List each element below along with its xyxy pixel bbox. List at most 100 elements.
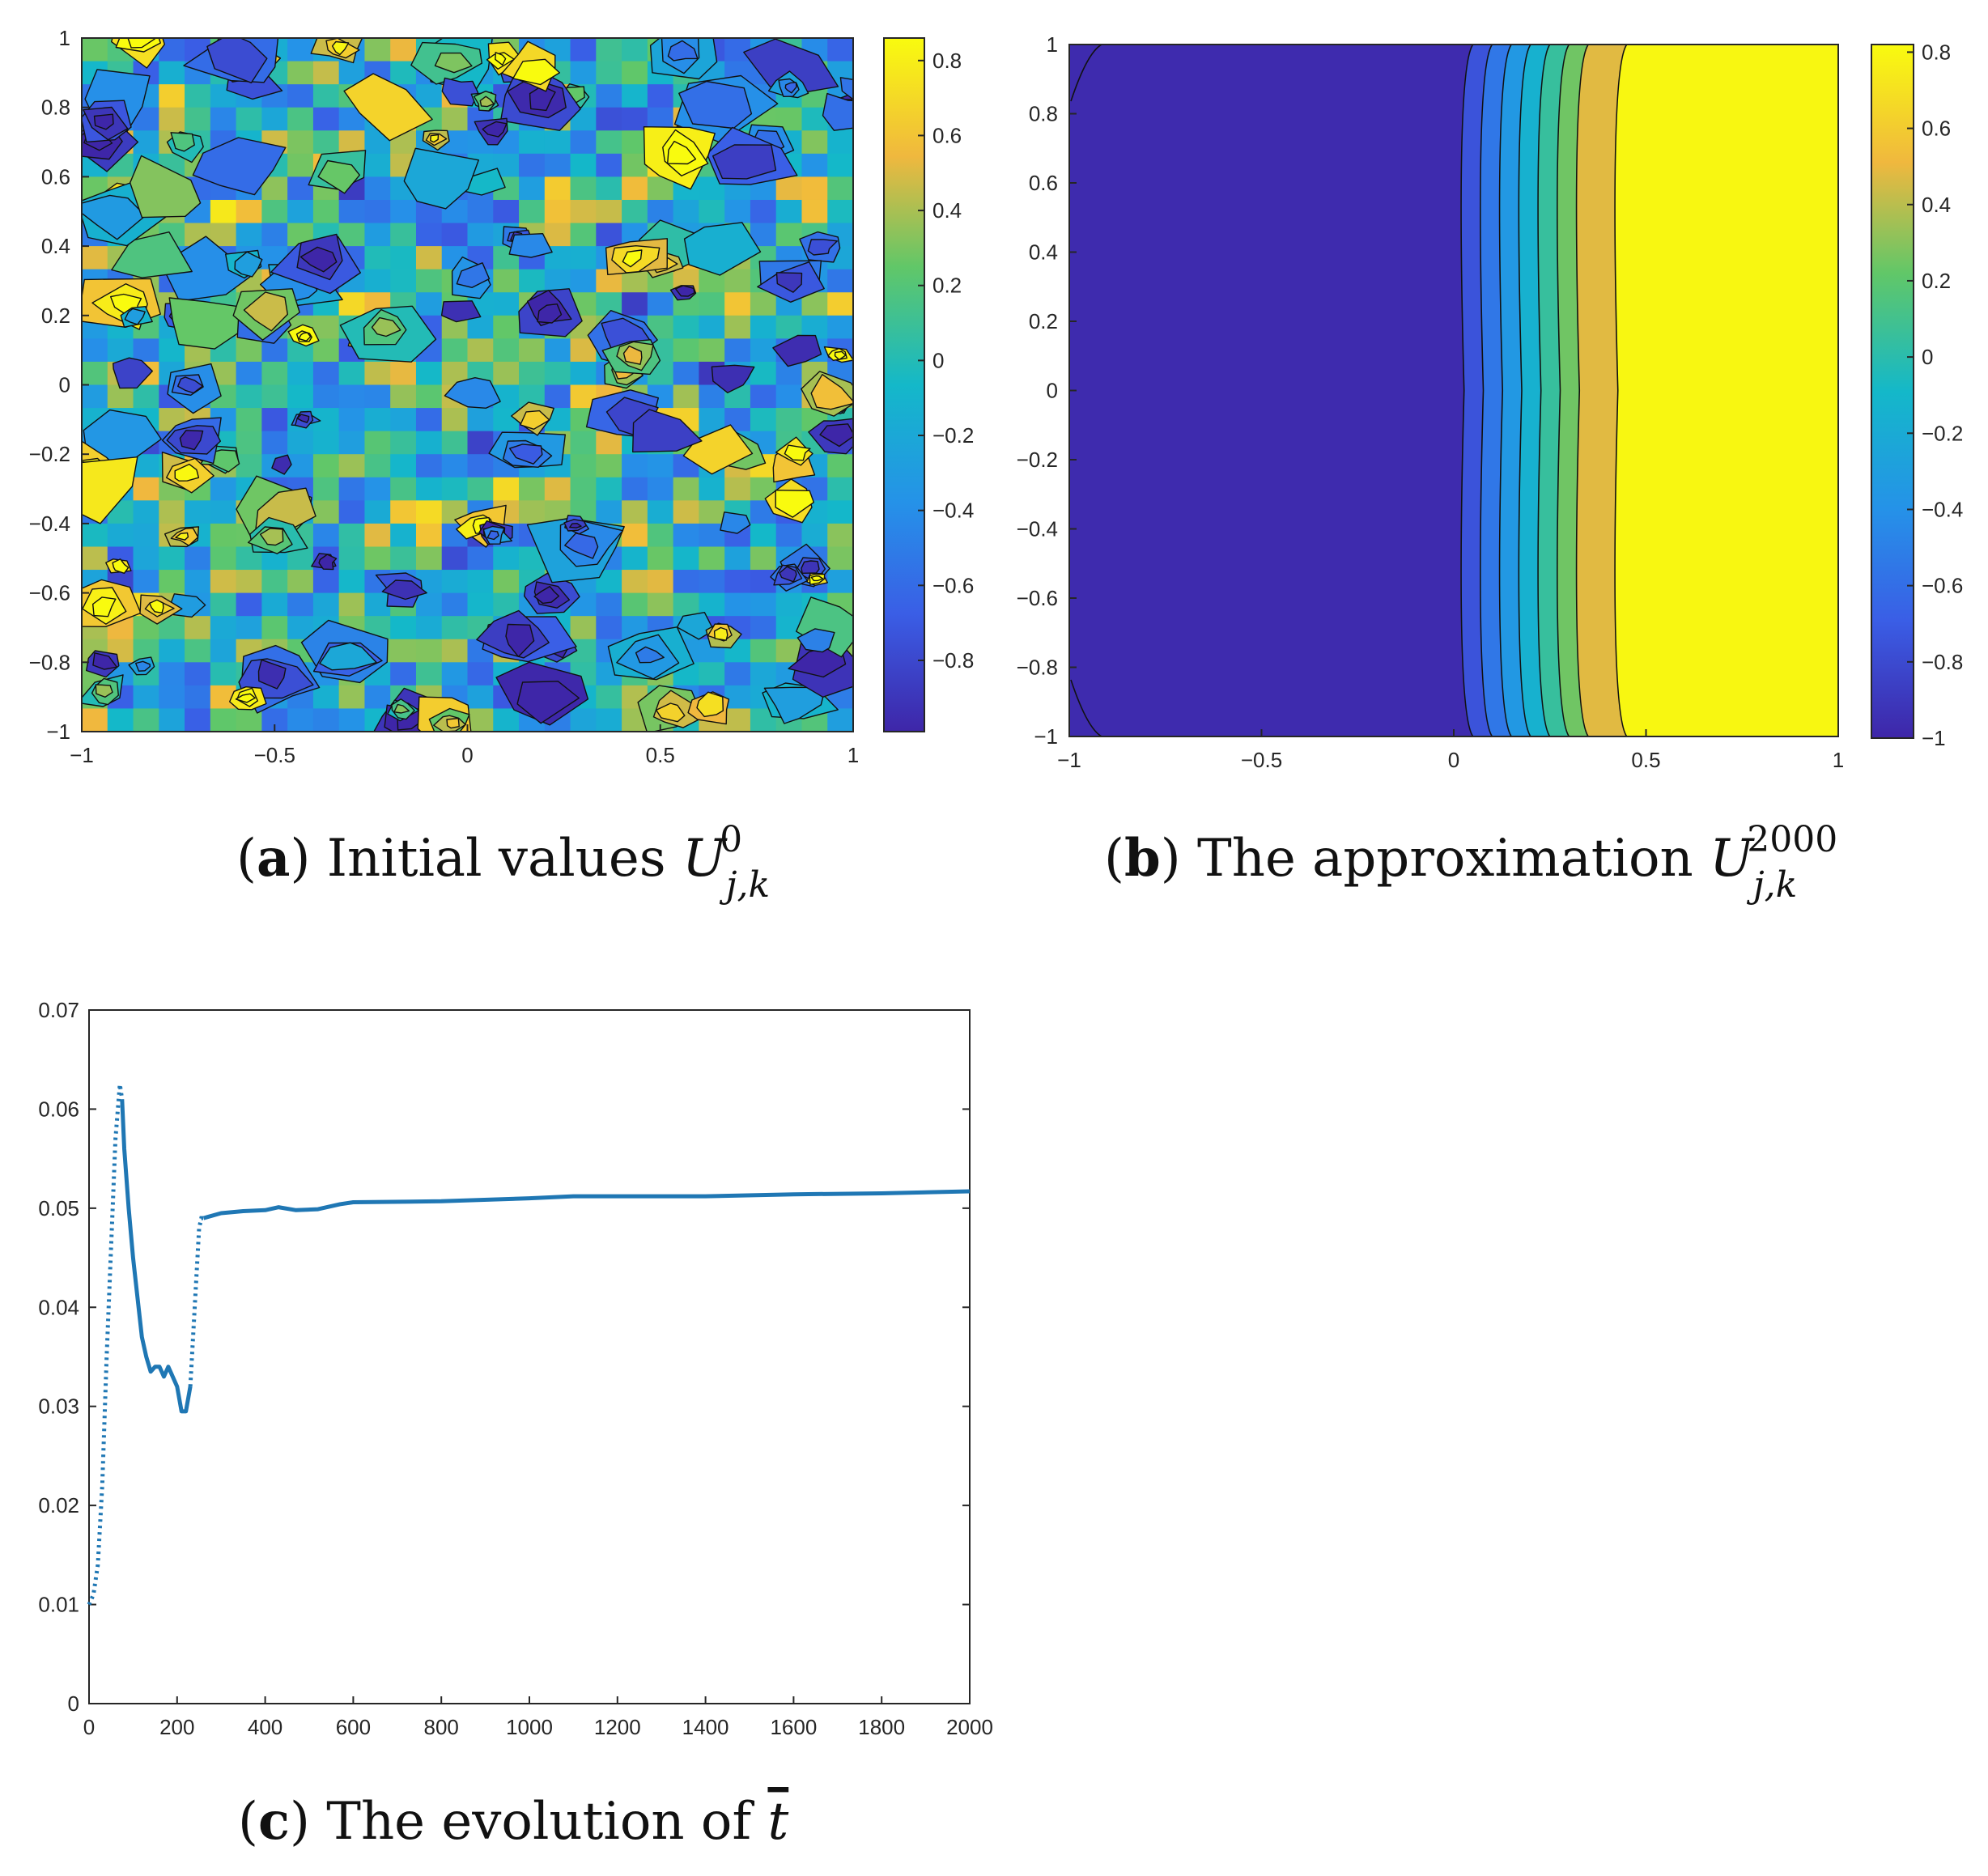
panel-a-cell: [493, 315, 520, 339]
panel-b-colorbar-tick-label: −0.2: [1922, 421, 1963, 445]
panel-a-cell: [133, 708, 159, 732]
panel-a-cell: [185, 570, 211, 594]
panel-a-contour-patch: [393, 703, 410, 714]
panel-a-cell: [827, 500, 854, 524]
panel-a-cell: [185, 708, 211, 732]
panel-a-cell: [159, 639, 185, 663]
panel-a-contour-patch: [331, 40, 350, 56]
panel-a-cell: [210, 107, 237, 131]
panel-a-colorbar-ticks: 0.8 0.6 0.4 0.2 0 −0.2 −0.4 −0.6 −0.8: [918, 49, 974, 673]
panel-a-contour-patch: [720, 511, 751, 534]
panel-a-cell: [724, 546, 751, 571]
panel-a-cell: [724, 38, 751, 62]
panel-a-cell: [415, 361, 443, 386]
panel-a-cell: [312, 523, 340, 548]
panel-a-cell: [699, 292, 725, 316]
panel-a-cell: [544, 477, 571, 501]
panel-a-contour-patch: [632, 409, 703, 453]
panel-a-cell: [827, 292, 854, 316]
panel-b-x-ticks: −1 −0.5 0 0.5 1: [1057, 729, 1844, 772]
panel-a-contour-patch: [711, 364, 755, 393]
panel-a-cell: [801, 130, 828, 155]
panel-a-cell: [596, 592, 622, 617]
panel-a-cell: [312, 338, 340, 363]
panel-a-cell: [390, 384, 417, 409]
panel-a-cell: [338, 546, 366, 571]
panel-a-contour-patch: [434, 52, 473, 74]
panel-a-cell: [673, 338, 699, 363]
panel-a-cell: [467, 662, 494, 686]
panel-a-contour-patch: [234, 251, 263, 278]
panel-a-cell: [312, 708, 340, 732]
panel-a-cell: [312, 592, 340, 617]
panel-a-cell: [338, 199, 366, 224]
panel-a-contour-patch: [271, 454, 292, 475]
panel-a-cell: [390, 408, 417, 432]
panel-a-cell: [441, 616, 469, 640]
panel-a-cell: [133, 384, 159, 409]
panel-a-contour-patch: [796, 596, 867, 658]
panel-a-cell: [364, 246, 391, 270]
panel-c-y-tick-label: 0.06: [38, 1097, 79, 1121]
panel-a-cell: [622, 477, 648, 501]
panel-c-y-tick-label: 0.01: [38, 1593, 79, 1617]
panel-a-cell: [312, 361, 340, 386]
panel-a-cell: [827, 38, 854, 62]
panel-a-cell: [570, 153, 597, 177]
panel-a-cell: [493, 408, 520, 432]
panel-a-cell: [519, 269, 546, 293]
panel-a-cell: [570, 454, 597, 478]
panel-a-cell: [415, 662, 443, 686]
panel-a-cell: [390, 199, 417, 224]
panel-a-cell: [673, 384, 699, 409]
panel-a-cell: [441, 338, 469, 363]
panel-a-cell: [467, 570, 494, 594]
panel-a-cell: [159, 685, 185, 710]
panel-a-cell: [338, 292, 366, 316]
panel-a-cell: [210, 199, 237, 224]
panel-a-cell: [364, 38, 391, 62]
panel-c-x-tick-label: 1200: [594, 1715, 641, 1739]
panel-b-x-tick-label: 0.5: [1631, 748, 1660, 772]
panel-a-cell: [493, 338, 520, 363]
panel-a-cell: [312, 477, 340, 501]
panel-a-y-tick-label: 0: [59, 373, 70, 397]
panel-a-cell: [570, 616, 597, 640]
panel-a-cell: [312, 61, 340, 85]
panel-a-cell: [338, 384, 366, 409]
panel-a-colorbar-tick-label: 0.4: [932, 198, 962, 223]
panel-a-cell: [724, 199, 751, 224]
panel-a-contour-patch: [819, 423, 856, 448]
panel-a-cell: [622, 84, 648, 108]
panel-a-cell: [673, 546, 699, 571]
panel-c-x-ticks: 0 200 400 600 800 1000 1200 1400 1600 1800 2000: [83, 1696, 993, 1739]
panel-a-x-tick-label: −0.5: [254, 743, 295, 767]
panel-a-y-tick-label: 0.2: [41, 303, 70, 328]
panel-a-cell: [159, 500, 185, 524]
panel-a-cell: [596, 176, 622, 201]
panel-b-contour-line: [1070, 679, 1102, 737]
panel-a-x-tick-label: 0.5: [646, 743, 675, 767]
panel-a-cell: [570, 130, 597, 155]
panel-a-cell: [441, 408, 469, 432]
panel-a-cell: [236, 592, 262, 617]
panel-a-cell: [210, 708, 237, 732]
panel-a-cell: [467, 338, 494, 363]
panel-a-contour-patch: [317, 159, 360, 194]
panel-a-cell: [210, 570, 237, 594]
panel-a-cell: [775, 199, 803, 224]
panel-a-cell: [415, 616, 443, 640]
panel-a-contour-patch: [516, 681, 580, 724]
panel-a-cell: [107, 708, 134, 732]
panel-a-contour-patch: [176, 376, 204, 394]
panel-a-contour-patch: [381, 579, 427, 601]
panel-c-y-tick-label: 0: [68, 1691, 79, 1716]
panel-b-colorbar-tick-label: 0.2: [1922, 269, 1951, 293]
panel-a-cell: [570, 708, 597, 732]
panel-a-cell: [827, 477, 854, 501]
panel-a-cell: [699, 384, 725, 409]
panel-a-cell: [82, 708, 108, 732]
panel-a-cell: [287, 431, 314, 455]
panel-a-cell: [467, 685, 494, 710]
panel-a-cell: [622, 176, 648, 201]
